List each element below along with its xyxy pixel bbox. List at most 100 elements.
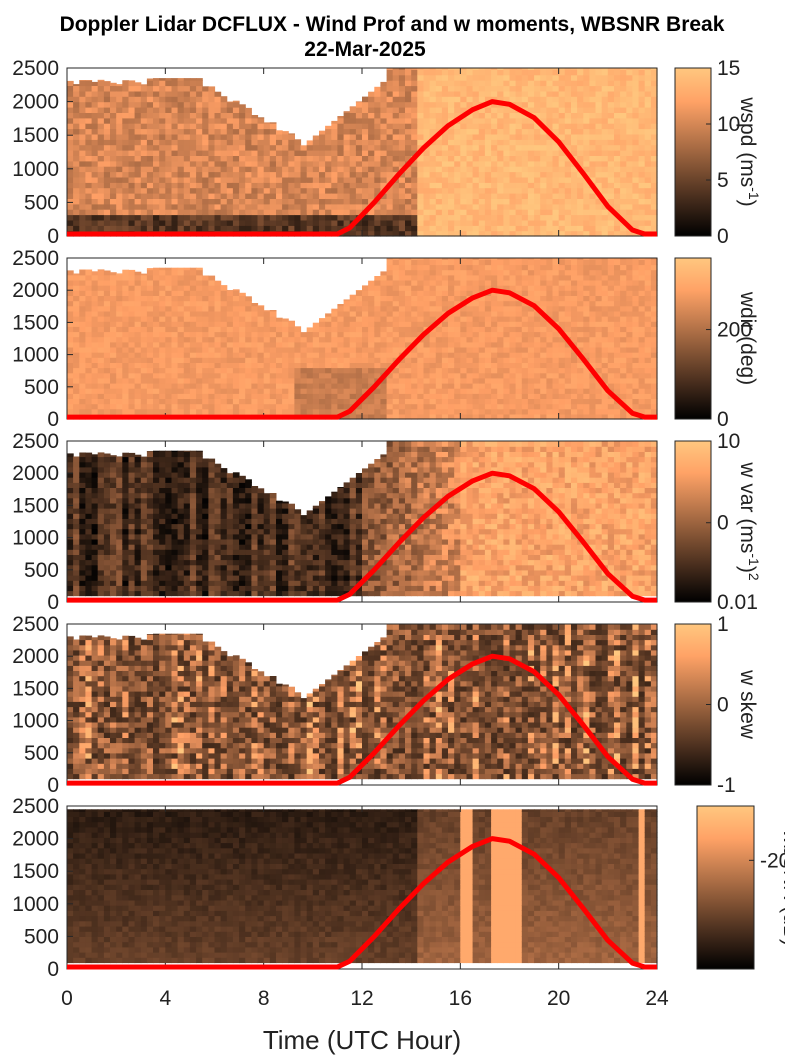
heatmap-cell	[177, 80, 185, 87]
heatmap-cell	[159, 112, 166, 119]
heatmap-cell	[540, 274, 547, 281]
heatmap-cell	[177, 219, 185, 226]
heatmap-cell	[202, 403, 209, 410]
heatmap-cell	[515, 209, 523, 216]
heatmap-cell	[374, 362, 381, 369]
heatmap-cell	[417, 139, 424, 146]
heatmap-cell	[478, 96, 486, 103]
heatmap-cell	[466, 80, 474, 87]
heatmap-cell	[497, 96, 504, 103]
heatmap-cell	[325, 133, 332, 140]
heatmap-cell	[85, 166, 93, 173]
heatmap-cell	[429, 123, 437, 130]
heatmap-cell	[423, 413, 431, 420]
heatmap-cell	[269, 346, 277, 353]
heatmap-cell	[306, 171, 314, 178]
heatmap-cell	[417, 259, 424, 266]
heatmap-cell	[534, 198, 541, 205]
heatmap-cell	[337, 403, 345, 410]
heatmap-cell	[85, 290, 93, 296]
heatmap-cell	[540, 107, 547, 113]
heatmap-cell	[491, 259, 498, 266]
heatmap-cell	[515, 225, 523, 232]
heatmap-cell	[435, 74, 443, 81]
heatmap-cell	[319, 393, 326, 399]
heatmap-cell	[398, 316, 406, 322]
heatmap-cell	[362, 398, 369, 405]
heatmap-cell	[343, 382, 351, 389]
heatmap-cell	[349, 117, 357, 124]
heatmap-cell	[159, 171, 166, 178]
heatmap-cell	[503, 336, 511, 343]
heatmap-cell	[417, 264, 424, 271]
heatmap-cell	[527, 90, 535, 97]
heatmap-cell	[349, 225, 357, 232]
heatmap-cell	[503, 393, 511, 399]
heatmap-cell	[202, 214, 209, 221]
heatmap-cell	[466, 219, 474, 226]
heatmap-cell	[398, 123, 406, 130]
heatmap-cell	[460, 219, 467, 226]
heatmap-cell	[214, 305, 222, 312]
heatmap-cell	[146, 285, 154, 291]
heatmap-cell	[411, 198, 418, 205]
heatmap-cell	[607, 123, 615, 130]
heatmap-cell	[196, 290, 203, 296]
heatmap-cell	[435, 290, 443, 296]
heatmap-cell	[134, 388, 142, 394]
heatmap-cell	[405, 382, 412, 389]
heatmap-cell	[79, 393, 86, 399]
heatmap-cell	[312, 362, 320, 369]
heatmap-cell	[632, 160, 640, 167]
heatmap-cell	[441, 408, 449, 415]
heatmap-cell	[398, 367, 406, 374]
heatmap-cell	[263, 166, 271, 173]
heatmap-cell	[159, 279, 166, 286]
heatmap-cell	[67, 346, 74, 353]
heatmap-cell	[79, 225, 86, 232]
heatmap-cell	[503, 403, 511, 410]
heatmap-cell	[521, 187, 529, 194]
heatmap-cell	[398, 214, 406, 221]
heatmap-cell	[73, 357, 80, 363]
heatmap-cell	[85, 128, 93, 135]
heatmap-cell	[239, 403, 246, 410]
heatmap-cell	[497, 398, 504, 405]
heatmap-cell	[626, 214, 633, 221]
heatmap-cell	[521, 336, 529, 343]
heatmap-cell	[509, 279, 517, 286]
heatmap-cell	[189, 321, 197, 327]
heatmap-cell	[571, 144, 578, 151]
heatmap-cell	[159, 388, 166, 394]
heatmap-cell	[626, 112, 633, 119]
heatmap-cell	[534, 133, 541, 140]
heatmap-cell	[546, 74, 554, 81]
heatmap-cell	[429, 290, 437, 296]
heatmap-cell	[503, 372, 511, 379]
heatmap-cell	[491, 193, 498, 199]
heatmap-cell	[374, 408, 381, 415]
heatmap-cell	[349, 316, 357, 322]
heatmap-cell	[405, 182, 412, 189]
heatmap-cell	[159, 117, 166, 124]
heatmap-cell	[429, 403, 437, 410]
heatmap-cell	[614, 219, 621, 226]
heatmap-cell	[146, 107, 154, 113]
heatmap-cell	[355, 377, 363, 384]
heatmap-cell	[319, 408, 326, 415]
heatmap-cell	[515, 258, 523, 260]
heatmap-cell	[472, 219, 480, 226]
heatmap-cell	[368, 413, 375, 420]
heatmap-cell	[177, 85, 185, 92]
heatmap-cell	[380, 144, 388, 151]
heatmap-cell	[134, 290, 142, 296]
heatmap-cell	[300, 214, 308, 221]
heatmap-cell	[478, 112, 486, 119]
heatmap-cell	[91, 144, 99, 151]
heatmap-cell	[546, 203, 554, 210]
heatmap-cell	[325, 377, 332, 384]
heatmap-cell	[140, 382, 148, 389]
heatmap-cell	[177, 274, 185, 281]
heatmap-cell	[546, 176, 554, 183]
